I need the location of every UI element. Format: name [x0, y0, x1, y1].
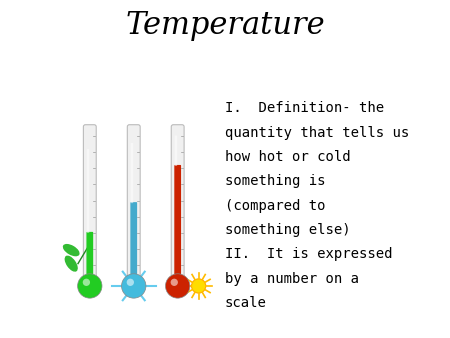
Text: II.  It is expressed: II. It is expressed [225, 247, 392, 261]
Text: how hot or cold: how hot or cold [225, 150, 351, 164]
FancyBboxPatch shape [83, 125, 96, 281]
Text: something is: something is [225, 174, 325, 188]
FancyBboxPatch shape [87, 149, 89, 233]
FancyBboxPatch shape [127, 125, 140, 281]
FancyBboxPatch shape [171, 125, 184, 281]
Ellipse shape [65, 256, 78, 272]
FancyBboxPatch shape [175, 136, 177, 166]
Circle shape [166, 274, 190, 298]
Text: (compared to: (compared to [225, 199, 325, 213]
Circle shape [126, 279, 134, 286]
Circle shape [171, 279, 178, 286]
Circle shape [122, 274, 146, 298]
FancyBboxPatch shape [86, 232, 93, 278]
Text: I.  Definition- the: I. Definition- the [225, 101, 384, 115]
Text: scale: scale [225, 296, 267, 310]
Ellipse shape [63, 244, 80, 256]
FancyBboxPatch shape [174, 165, 181, 278]
Text: Temperature: Temperature [125, 10, 325, 41]
Circle shape [77, 274, 102, 298]
Text: something else): something else) [225, 223, 351, 237]
Circle shape [83, 279, 90, 286]
FancyBboxPatch shape [130, 202, 137, 278]
Circle shape [192, 279, 206, 293]
Text: quantity that tells us: quantity that tells us [225, 126, 409, 140]
FancyBboxPatch shape [130, 143, 133, 203]
Text: by a number on a: by a number on a [225, 272, 359, 286]
